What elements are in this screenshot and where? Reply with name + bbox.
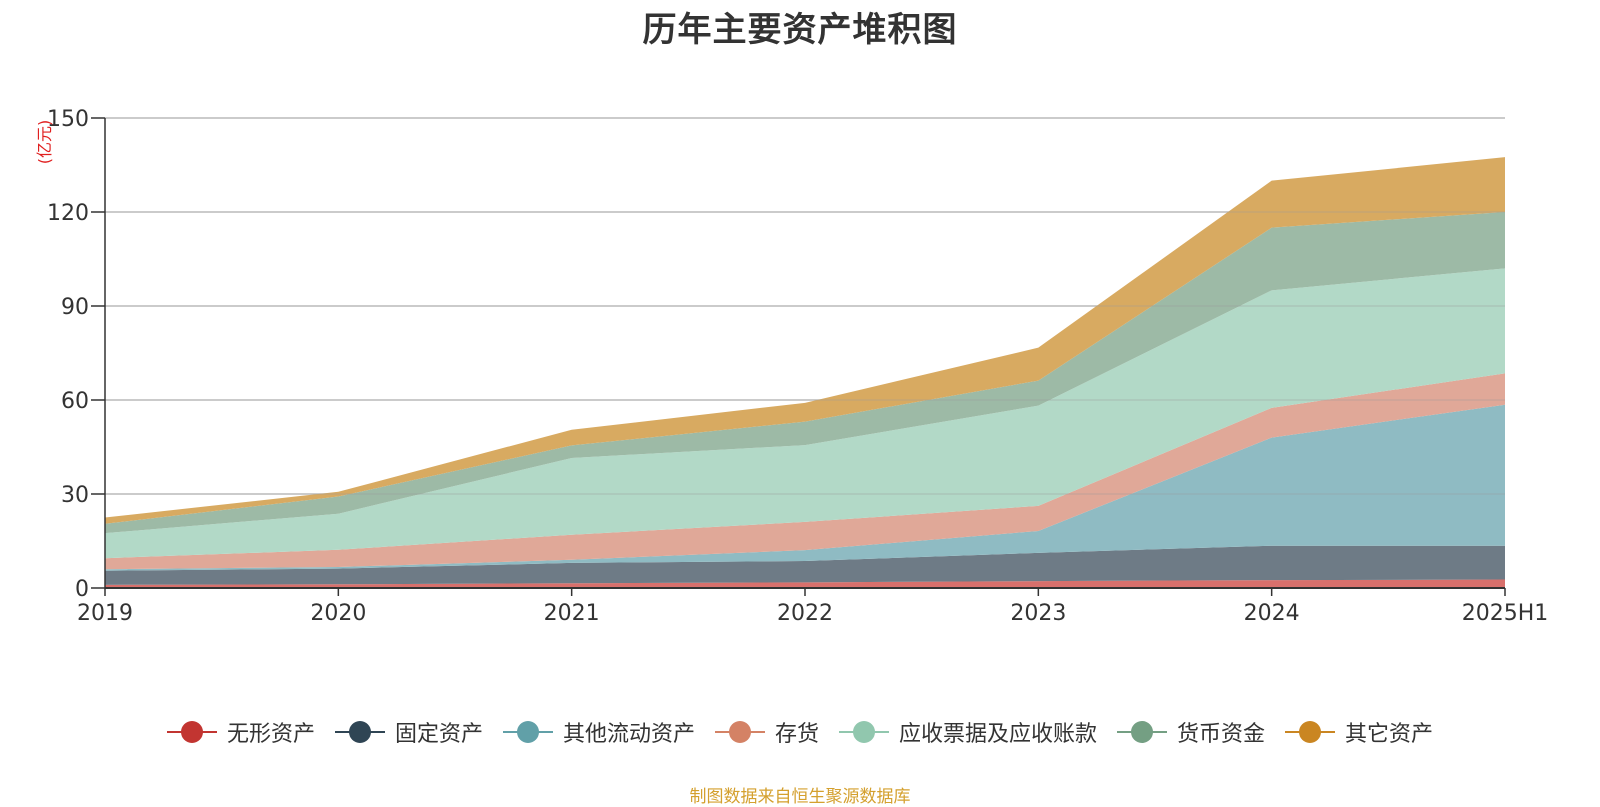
legend-label: 货币资金 bbox=[1177, 722, 1266, 747]
y-tick-label: 150 bbox=[47, 107, 89, 132]
area-series-2 bbox=[105, 404, 1505, 571]
legend-item[interactable]: 其他流动资产 bbox=[502, 716, 695, 748]
x-tick-label: 2022 bbox=[777, 601, 833, 626]
y-tick-label: 90 bbox=[61, 295, 89, 320]
y-tick-label: 0 bbox=[75, 577, 89, 602]
area-series-3 bbox=[105, 373, 1505, 570]
area-series-1 bbox=[105, 545, 1505, 585]
area-series-6 bbox=[105, 157, 1505, 524]
legend-marker-icon bbox=[334, 720, 385, 744]
label-layer: 0 30 60 90 120 150 2019 2020 2021 2022 2023 2024 202… bbox=[35, 107, 1548, 626]
area-series-0 bbox=[105, 579, 1505, 588]
legend-marker-icon bbox=[166, 720, 217, 744]
y-unit-label: (亿元) bbox=[35, 120, 54, 165]
area-layer bbox=[105, 117, 1505, 588]
legend-label: 无形资产 bbox=[226, 722, 315, 747]
legend-item[interactable]: 应收票据及应收账款 bbox=[839, 716, 1097, 748]
legend: 无形资产 固定资产 其他流动资产 存货 应收票据及应收账款 货币资金 其它资产 bbox=[0, 716, 1600, 748]
x-tick-label: 2021 bbox=[544, 601, 600, 626]
legend-item[interactable]: 存货 bbox=[714, 716, 819, 748]
y-tick-label: 60 bbox=[61, 389, 89, 414]
legend-marker-icon bbox=[714, 720, 765, 744]
legend-item[interactable]: 其它资产 bbox=[1285, 716, 1433, 748]
axis-layer bbox=[91, 117, 1506, 596]
legend-label: 其他流动资产 bbox=[562, 722, 695, 747]
area-series-4 bbox=[105, 268, 1505, 559]
legend-label: 其它资产 bbox=[1345, 722, 1434, 747]
y-tick-label: 30 bbox=[61, 483, 89, 508]
legend-marker-icon bbox=[1117, 720, 1168, 744]
area-series-5 bbox=[105, 212, 1505, 534]
x-tick-label: 2024 bbox=[1244, 601, 1300, 626]
legend-marker-icon bbox=[1285, 720, 1336, 744]
legend-item[interactable]: 固定资产 bbox=[334, 716, 483, 748]
x-tick-label: 2019 bbox=[77, 601, 133, 626]
y-tick-label: 120 bbox=[47, 201, 89, 226]
source-note: 制图数据来自恒生聚源数据库 bbox=[689, 787, 911, 807]
chart-title: 历年主要资产堆积图 bbox=[642, 10, 958, 50]
legend-item[interactable]: 无形资产 bbox=[166, 716, 315, 748]
legend-label: 应收票据及应收账款 bbox=[899, 722, 1098, 747]
x-tick-label: 2020 bbox=[310, 601, 366, 626]
legend-marker-icon bbox=[839, 720, 889, 744]
legend-item[interactable]: 货币资金 bbox=[1117, 716, 1265, 748]
x-tick-label: 2023 bbox=[1010, 601, 1066, 626]
legend-label: 固定资产 bbox=[394, 722, 483, 747]
x-tick-label: 2025H1 bbox=[1462, 601, 1549, 626]
legend-marker-icon bbox=[502, 720, 553, 744]
legend-label: 存货 bbox=[774, 722, 819, 747]
